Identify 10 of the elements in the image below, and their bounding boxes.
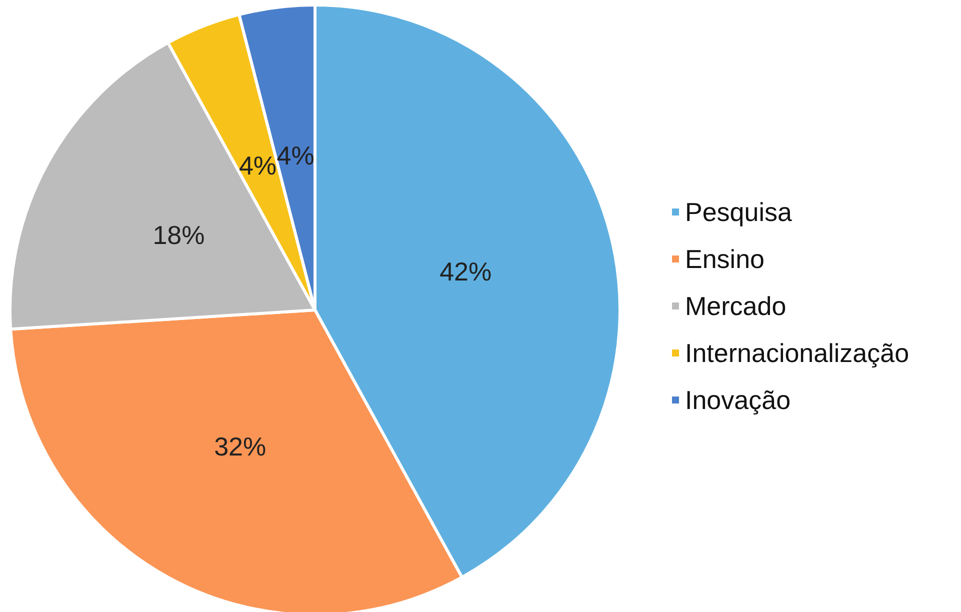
data-label: 42% [440, 256, 492, 286]
data-label: 4% [276, 140, 314, 171]
data-label: 32% [214, 431, 266, 462]
data-label: 18% [152, 220, 205, 250]
data-label: 4% [238, 150, 277, 180]
legend-label: Pesquisa [685, 197, 792, 227]
legend-label: Internacionalização [685, 338, 910, 368]
legend-label: Ensino [685, 244, 764, 274]
legend-label: Inovação [685, 385, 791, 415]
legend-label: Mercado [685, 291, 786, 321]
